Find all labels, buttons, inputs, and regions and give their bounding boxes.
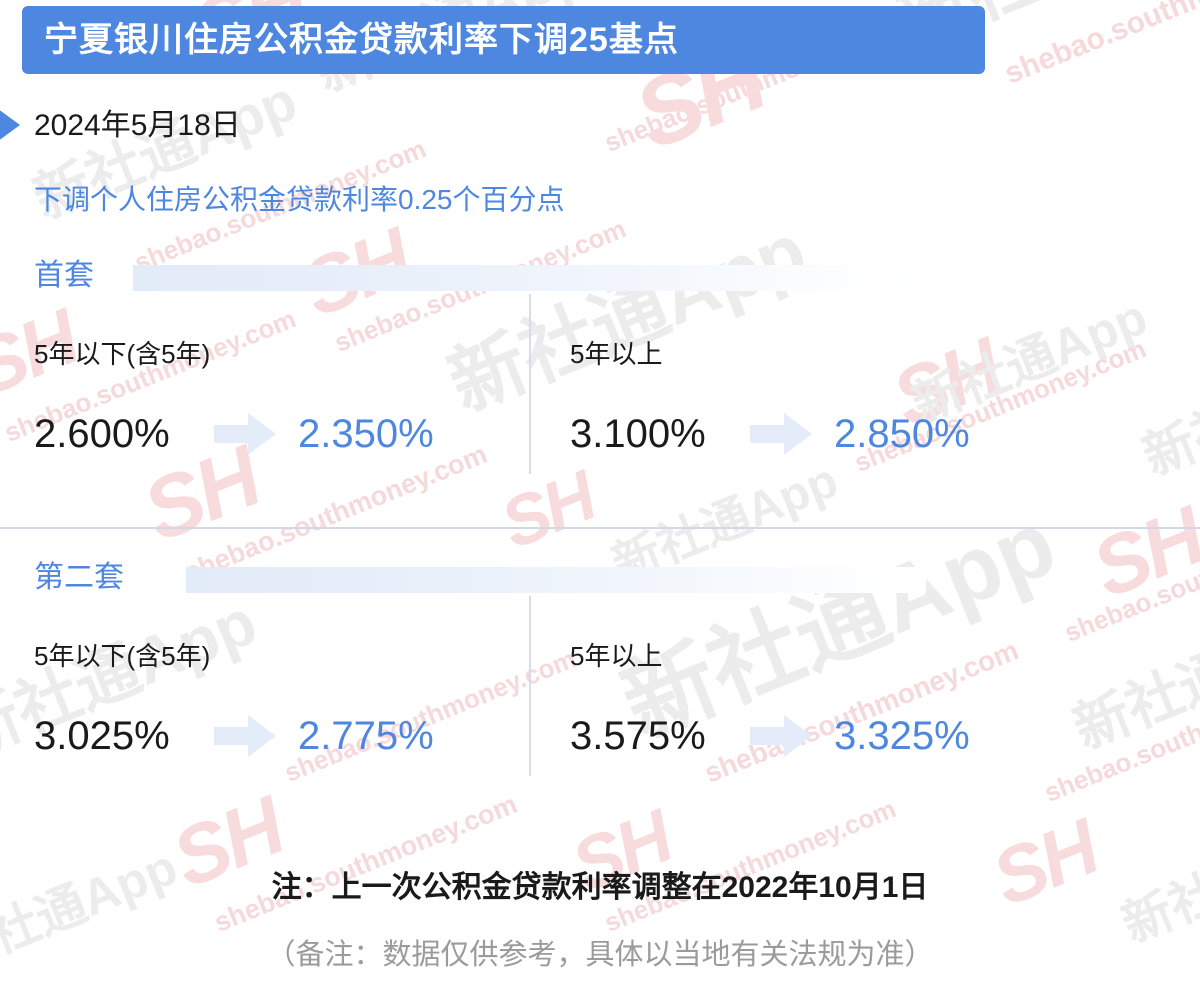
- rate-change: 3.575% 3.325%: [570, 708, 970, 764]
- old-rate: 3.025%: [34, 714, 170, 758]
- term-label: 5年以下(含5年): [34, 339, 211, 369]
- term-label: 5年以下(含5年): [34, 641, 211, 671]
- rate-grid: 5年以下(含5年) 2.600% 2.350% 5年以上 3.100%: [0, 294, 1200, 488]
- section-second-home: 第二套 5年以下(含5年) 3.025% 2.775% 5年以上: [0, 558, 1200, 790]
- rate-change: 3.100% 2.850%: [570, 406, 970, 462]
- new-rate: 2.850%: [834, 412, 970, 456]
- new-rate: 2.350%: [298, 412, 434, 456]
- page-title: 宁夏银川住房公积金贷款利率下调25基点: [44, 21, 679, 59]
- header-banner: 宁夏银川住房公积金贷款利率下调25基点: [22, 6, 985, 74]
- footer: 注：上一次公积金贷款利率调整在2022年10月1日 （备注：数据仅供参考，具体以…: [0, 868, 1200, 974]
- column-divider: [529, 596, 531, 776]
- new-rate: 2.775%: [298, 714, 434, 758]
- section-accent-bar: [186, 567, 926, 593]
- section-header: 第二套: [0, 558, 1200, 604]
- rate-column-under5y: 5年以下(含5年) 2.600% 2.350%: [34, 338, 434, 462]
- section-title: 首套: [34, 259, 94, 292]
- column-divider: [529, 294, 531, 474]
- rate-grid: 5年以下(含5年) 3.025% 2.775% 5年以上 3.575%: [0, 596, 1200, 790]
- effective-date: 2024年5月18日: [34, 109, 241, 142]
- section-title: 第二套: [34, 561, 124, 594]
- rate-column-over5y: 5年以上 3.100% 2.850%: [570, 338, 970, 462]
- rate-column-over5y: 5年以上 3.575% 3.325%: [570, 640, 970, 764]
- arrow-right-icon: [214, 413, 276, 455]
- arrow-right-icon: [750, 413, 812, 455]
- section-first-home: 首套 5年以下(含5年) 2.600% 2.350% 5年以上: [0, 256, 1200, 488]
- section-divider: [0, 527, 1200, 529]
- section-header: 首套: [0, 256, 1200, 302]
- rate-change: 3.025% 2.775%: [34, 708, 434, 764]
- old-rate: 3.575%: [570, 714, 706, 758]
- arrow-right-icon: [750, 715, 812, 757]
- section-accent-bar: [133, 265, 923, 291]
- triangle-right-icon: [0, 106, 20, 144]
- footer-disclaimer: （备注：数据仅供参考，具体以当地有关法规为准）: [266, 939, 934, 971]
- term-label: 5年以上: [570, 641, 663, 671]
- subtitle: 下调个人住房公积金贷款利率0.25个百分点: [34, 184, 565, 215]
- rate-column-under5y: 5年以下(含5年) 3.025% 2.775%: [34, 640, 434, 764]
- rate-change: 2.600% 2.350%: [34, 406, 434, 462]
- term-label: 5年以上: [570, 339, 663, 369]
- footer-note: 注：上一次公积金贷款利率调整在2022年10月1日: [271, 871, 929, 904]
- arrow-right-icon: [214, 715, 276, 757]
- new-rate: 3.325%: [834, 714, 970, 758]
- old-rate: 2.600%: [34, 412, 170, 456]
- old-rate: 3.100%: [570, 412, 706, 456]
